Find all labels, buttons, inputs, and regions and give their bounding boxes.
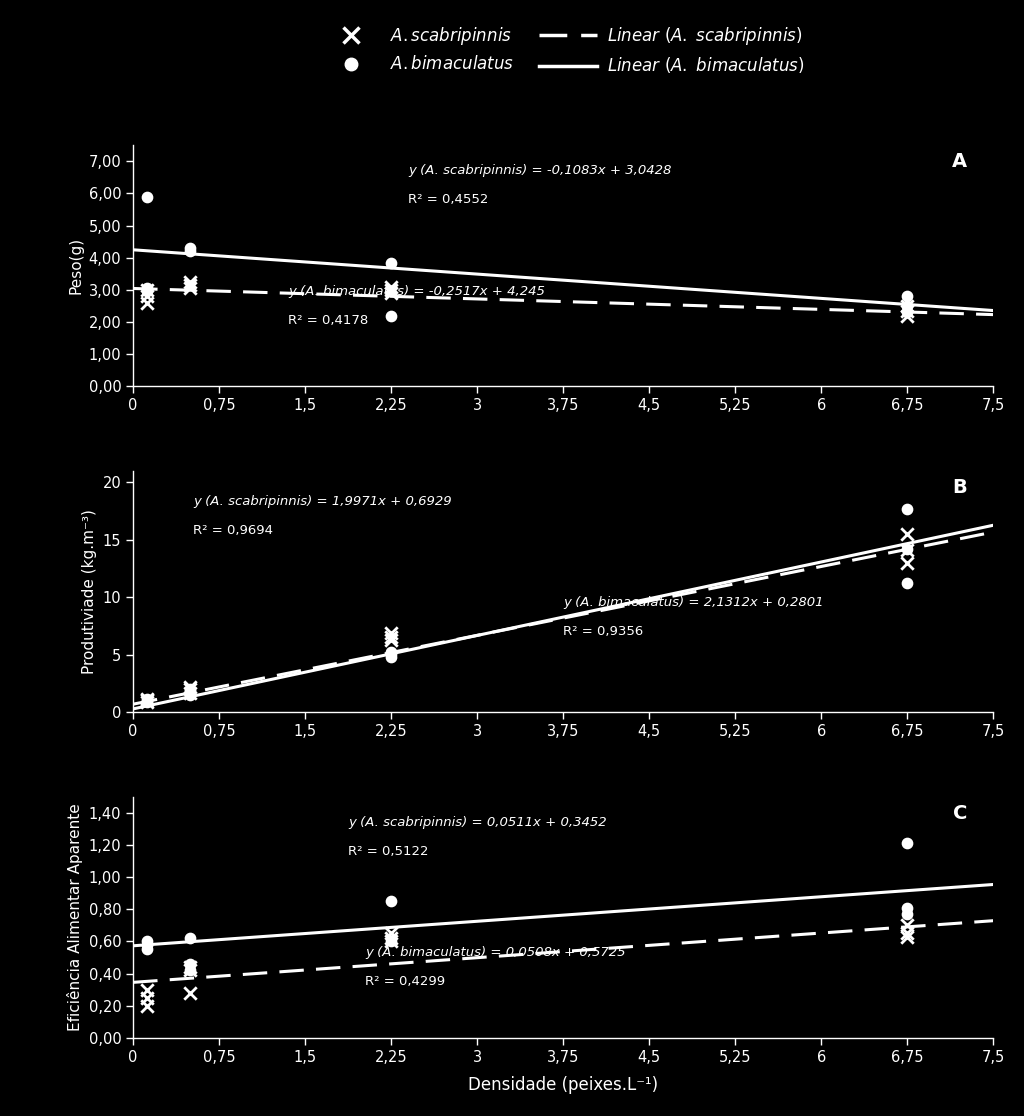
Point — [899, 307, 915, 325]
Point — [383, 307, 399, 325]
Point — [182, 239, 199, 257]
Point — [182, 984, 199, 1002]
Point — [139, 690, 156, 708]
Point — [383, 933, 399, 951]
Point — [182, 273, 199, 291]
Point — [139, 692, 156, 710]
Point — [383, 892, 399, 910]
Point — [139, 294, 156, 311]
Text: R² = 0,9694: R² = 0,9694 — [194, 523, 273, 537]
Point — [139, 935, 156, 953]
Point — [182, 680, 199, 698]
Point — [383, 253, 399, 271]
Y-axis label: Produtiviade (kg.m⁻³): Produtiviade (kg.m⁻³) — [82, 509, 97, 674]
Point — [899, 835, 915, 853]
Point — [899, 304, 915, 321]
Point — [139, 282, 156, 300]
Point — [899, 541, 915, 559]
Point — [899, 297, 915, 315]
Point — [383, 285, 399, 302]
Point — [182, 680, 199, 698]
Point — [383, 643, 399, 661]
Legend: $\it{A. scabripinnis}$, $\it{A. bimaculatus}$, $\it{Linear\ (A.\ scabripinnis)}$: $\it{A. scabripinnis}$, $\it{A. bimacula… — [322, 25, 805, 76]
Point — [899, 287, 915, 305]
Point — [182, 961, 199, 979]
Point — [182, 276, 199, 294]
Point — [182, 684, 199, 702]
Point — [383, 278, 399, 296]
Point — [182, 677, 199, 695]
Text: y (A. bimaculatus) = -0,2517x + 4,245: y (A. bimaculatus) = -0,2517x + 4,245 — [288, 285, 545, 298]
Point — [139, 691, 156, 709]
Point — [139, 187, 156, 205]
Point — [383, 924, 399, 942]
Point — [383, 930, 399, 947]
Point — [899, 301, 915, 319]
Text: C: C — [953, 804, 968, 822]
Text: A: A — [952, 152, 968, 172]
Point — [383, 645, 399, 663]
Text: R² = 0,4299: R² = 0,4299 — [366, 975, 445, 988]
Point — [139, 287, 156, 305]
Point — [383, 648, 399, 666]
Point — [899, 916, 915, 934]
Text: R² = 0,9356: R² = 0,9356 — [563, 625, 643, 638]
Text: R² = 0,4178: R² = 0,4178 — [288, 314, 369, 327]
Point — [899, 905, 915, 923]
Y-axis label: Eficiência Alimentar Aparente: Eficiência Alimentar Aparente — [67, 804, 83, 1031]
Text: R² = 0,5122: R² = 0,5122 — [348, 845, 429, 858]
Point — [182, 682, 199, 700]
Point — [899, 924, 915, 942]
Point — [139, 691, 156, 709]
Text: y (A. scabripinnis) = 1,9971x + 0,6929: y (A. scabripinnis) = 1,9971x + 0,6929 — [194, 496, 452, 508]
Point — [899, 575, 915, 593]
Point — [383, 631, 399, 648]
Point — [139, 693, 156, 711]
Point — [899, 898, 915, 916]
Point — [899, 927, 915, 945]
Point — [139, 279, 156, 297]
Point — [899, 554, 915, 571]
Point — [383, 628, 399, 646]
Point — [182, 955, 199, 973]
Text: y (A. bimaculatus) = 2,1312x + 0,2801: y (A. bimaculatus) = 2,1312x + 0,2801 — [563, 596, 823, 609]
Point — [899, 540, 915, 558]
Point — [139, 981, 156, 999]
Point — [383, 933, 399, 951]
Point — [182, 279, 199, 297]
Point — [182, 959, 199, 976]
Point — [899, 297, 915, 315]
Point — [139, 997, 156, 1014]
Text: B: B — [952, 478, 968, 497]
Point — [899, 526, 915, 543]
Point — [139, 941, 156, 959]
Text: y (A. scabripinnis) = -0,1083x + 3,0428: y (A. scabripinnis) = -0,1083x + 3,0428 — [409, 164, 672, 177]
Point — [383, 625, 399, 643]
Point — [182, 961, 199, 979]
Point — [139, 693, 156, 711]
Point — [139, 933, 156, 951]
Point — [139, 281, 156, 299]
Point — [383, 281, 399, 299]
Point — [182, 686, 199, 704]
Text: y (A. scabripinnis) = 0,0511x + 0,3452: y (A. scabripinnis) = 0,0511x + 0,3452 — [348, 816, 607, 829]
Point — [182, 242, 199, 260]
Point — [182, 930, 199, 947]
X-axis label: Densidade (peixes.L⁻¹): Densidade (peixes.L⁻¹) — [468, 1076, 658, 1094]
Text: R² = 0,4552: R² = 0,4552 — [409, 193, 488, 206]
Text: y (A. bimaculatus) = 0,0508x + 0,5725: y (A. bimaculatus) = 0,0508x + 0,5725 — [366, 946, 626, 959]
Y-axis label: Peso(g): Peso(g) — [68, 238, 83, 295]
Point — [899, 500, 915, 518]
Point — [139, 989, 156, 1007]
